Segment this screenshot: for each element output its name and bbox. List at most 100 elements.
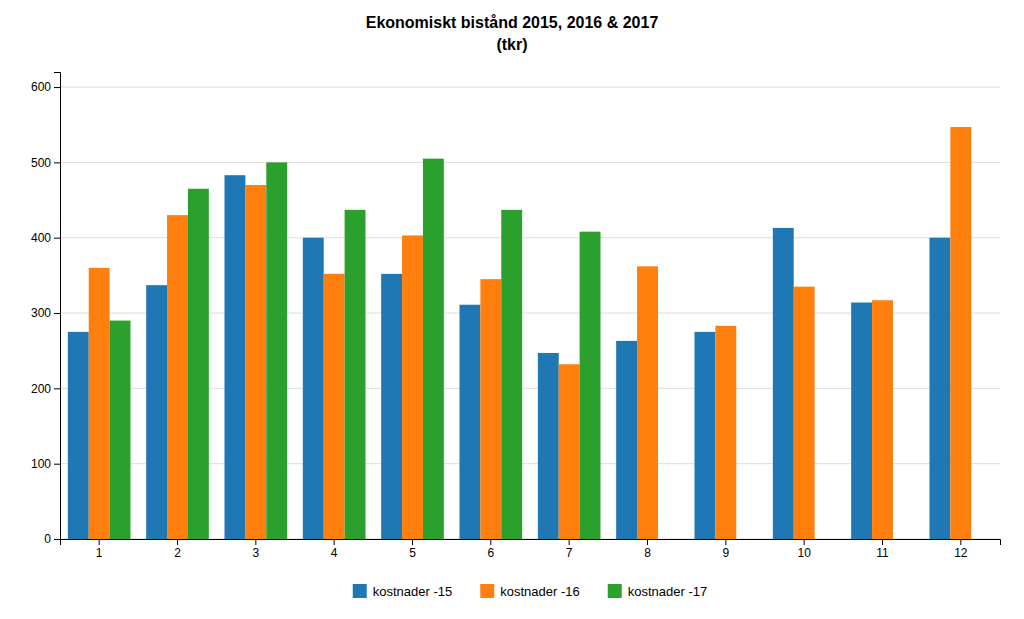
x-tick-mark	[960, 539, 961, 545]
bar	[930, 238, 951, 539]
x-tick-mark	[569, 539, 570, 545]
x-tick: 6	[487, 539, 494, 560]
legend-swatch	[353, 584, 367, 598]
bar	[851, 302, 872, 539]
x-tick-mark	[490, 539, 491, 545]
x-axis-line	[61, 540, 1001, 546]
x-axis: 123456789101112	[61, 539, 1001, 560]
bar	[872, 300, 893, 539]
y-tick-mark	[54, 464, 60, 465]
legend-item: kostnader -17	[608, 584, 708, 599]
bar	[580, 232, 601, 539]
x-tick: 1	[96, 539, 103, 560]
x-tick-label: 3	[252, 546, 259, 560]
y-axis-line	[54, 73, 61, 540]
grid-line	[60, 87, 1000, 88]
x-tick: 11	[876, 539, 889, 560]
bar	[616, 341, 637, 539]
bar	[460, 305, 481, 539]
bar	[188, 189, 209, 539]
x-tick-label: 4	[331, 546, 338, 560]
y-tick-label: 600	[31, 80, 51, 94]
x-tick-label: 7	[566, 546, 573, 560]
x-tick-mark	[412, 539, 413, 545]
grid-line	[60, 162, 1000, 163]
legend-label: kostnader -15	[373, 584, 453, 599]
bar	[345, 210, 366, 539]
x-tick-mark	[99, 539, 100, 545]
x-tick-mark	[725, 539, 726, 545]
y-tick-mark	[54, 87, 60, 88]
x-tick: 4	[331, 539, 338, 560]
legend-label: kostnader -17	[628, 584, 708, 599]
legend-swatch	[480, 584, 494, 598]
bar	[146, 285, 167, 539]
x-tick-label: 8	[644, 546, 651, 560]
bar	[381, 274, 402, 539]
x-tick-label: 5	[409, 546, 416, 560]
bar	[773, 228, 794, 539]
y-tick: 100	[31, 457, 60, 471]
y-tick-mark	[54, 313, 60, 314]
bar	[695, 332, 716, 539]
x-tick: 5	[409, 539, 416, 560]
legend-label: kostnader -16	[500, 584, 580, 599]
legend-item: kostnader -16	[480, 584, 580, 599]
y-tick: 200	[31, 382, 60, 396]
grid	[60, 87, 1000, 539]
x-tick-mark	[255, 539, 256, 545]
bar	[480, 279, 501, 539]
x-tick-label: 2	[174, 546, 181, 560]
x-tick-label: 1	[96, 546, 103, 560]
x-tick-mark	[334, 539, 335, 545]
y-tick-label: 200	[31, 382, 51, 396]
bar	[89, 268, 110, 539]
bar	[715, 326, 736, 539]
x-tick-mark	[804, 539, 805, 545]
y-tick: 500	[31, 156, 60, 170]
title: Ekonomiskt bistånd 2015, 2016 & 2017	[366, 14, 659, 31]
x-tick: 7	[566, 539, 573, 560]
x-tick: 10	[797, 539, 811, 560]
y-tick-mark	[54, 539, 60, 540]
y-tick: 400	[31, 231, 60, 245]
x-tick: 2	[174, 539, 181, 560]
bar	[637, 266, 658, 539]
y-tick: 0	[44, 532, 60, 546]
bar	[423, 159, 444, 539]
plot: 1234567891011120100200300400500600	[31, 73, 1001, 560]
x-tick-label: 9	[722, 546, 729, 560]
x-tick: 8	[644, 539, 651, 560]
bar	[225, 175, 246, 539]
x-tick-label: 6	[487, 546, 494, 560]
x-tick-label: 11	[876, 546, 889, 560]
y-tick-label: 100	[31, 457, 51, 471]
bar	[402, 235, 423, 539]
y-tick-mark	[54, 162, 60, 163]
y-tick-mark	[54, 388, 60, 389]
bar	[324, 274, 345, 539]
y-tick-label: 500	[31, 156, 51, 170]
x-tick-label: 10	[797, 546, 811, 560]
y-tick: 300	[31, 306, 60, 320]
bar-series	[110, 159, 601, 539]
y-tick-mark	[54, 238, 60, 239]
bar	[501, 210, 522, 539]
x-tick-mark	[177, 539, 178, 545]
bar	[167, 215, 188, 539]
y-tick-label: 400	[31, 231, 51, 245]
bar	[303, 238, 324, 539]
y-tick-label: 0	[44, 532, 51, 546]
bar	[794, 287, 815, 539]
bar	[538, 353, 559, 539]
x-tick-mark	[647, 539, 648, 545]
bar	[266, 162, 287, 539]
subtitle: (tkr)	[496, 36, 527, 53]
bars	[68, 127, 971, 539]
legend: kostnader -15 kostnader -16 kostnader -17	[353, 584, 708, 599]
bar-series	[68, 175, 951, 539]
chart: 1234567891011120100200300400500600Ekonom…	[0, 0, 1024, 619]
y-axis: 0 100 200 300 400 500 600	[31, 73, 61, 547]
legend-item: kostnader -15	[353, 584, 453, 599]
x-tick: 3	[252, 539, 259, 560]
